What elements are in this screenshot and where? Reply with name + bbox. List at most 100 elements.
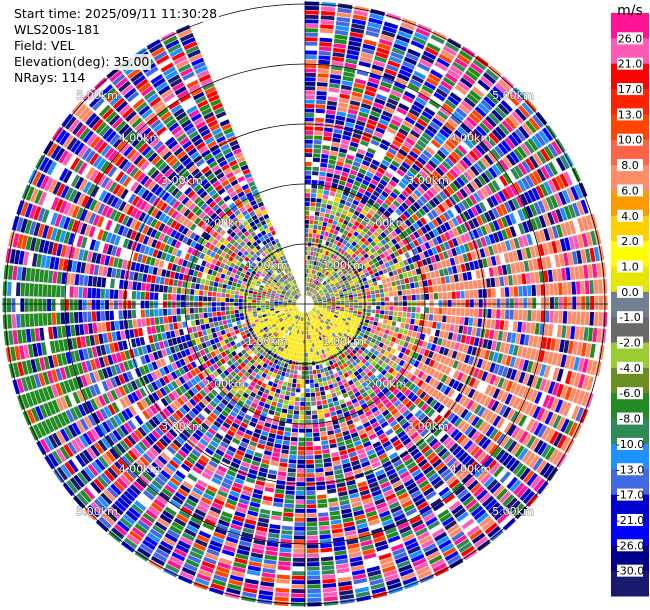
gate-cell-2791 <box>370 367 377 374</box>
gate-cell-3972 <box>291 365 295 370</box>
gate-cell-1949 <box>469 308 474 317</box>
gate-cell-2661 <box>384 364 391 371</box>
gate-cell-672 <box>337 247 343 253</box>
gate-cell-1583 <box>589 213 598 229</box>
gate-cell-144 <box>311 238 316 243</box>
gate-cell-1193 <box>331 284 336 289</box>
gate-cell-156 <box>317 185 324 190</box>
gate-cell-2229 <box>530 362 538 374</box>
gate-cell-2941 <box>412 435 422 444</box>
gate-cell-1488 <box>463 243 470 253</box>
gate-cell-2835 <box>508 500 521 513</box>
gate-cell-1347 <box>420 243 427 252</box>
gate-cell-878 <box>369 227 376 234</box>
gate-cell-2517 <box>346 328 351 333</box>
gate-cell-1174 <box>498 159 509 171</box>
gate-cell-813 <box>367 220 375 227</box>
gate-cell-2062 <box>383 315 389 320</box>
gate-cell-3997 <box>267 473 277 480</box>
gate-cell-3728 <box>306 455 314 460</box>
gate-cell-2182 <box>330 310 335 313</box>
gate-cell-477 <box>333 230 339 236</box>
gate-cell-3603 <box>326 484 336 490</box>
gate-cell-3450 <box>325 389 331 395</box>
gate-cell-1545 <box>428 264 434 272</box>
gate-cell-876 <box>363 233 370 240</box>
gate-cell-1395 <box>349 282 355 287</box>
gate-cell-3607 <box>328 501 339 507</box>
gate-cell-3772 <box>302 357 305 362</box>
gate-cell-1318 <box>559 155 570 170</box>
gate-cell-2508 <box>312 308 317 311</box>
gate-cell-1272 <box>382 257 388 264</box>
gate-cell-2538 <box>425 375 432 384</box>
gate-cell-1186 <box>542 127 554 142</box>
gate-cell-2821 <box>464 457 476 469</box>
gate-cell-637 <box>400 124 411 133</box>
gate-cell-133 <box>306 286 308 291</box>
gate-cell-1734 <box>393 291 398 296</box>
gate-cell-1874 <box>429 300 434 307</box>
gate-cell-922 <box>498 79 512 92</box>
gate-cell-649 <box>425 77 439 87</box>
gate-cell-162 <box>320 158 328 164</box>
gate-cell-2544 <box>447 388 455 398</box>
gate-cell-1259 <box>332 286 337 290</box>
gate-cell-1492 <box>480 237 487 247</box>
gate-cell-600 <box>322 269 326 274</box>
gate-cell-313 <box>354 78 367 85</box>
gate-cell-1396 <box>354 280 359 285</box>
gate-cell-1495 <box>492 232 500 243</box>
gate-cell-1587 <box>326 297 331 300</box>
gate-cell-2224 <box>509 356 517 368</box>
gate-cell-2161 <box>525 347 532 359</box>
gate-cell-820 <box>387 195 395 203</box>
gate-cell-3510 <box>315 364 320 370</box>
gate-cell-2781 <box>339 337 344 342</box>
gate-cell-3639 <box>308 352 311 357</box>
gate-cell-919 <box>489 89 502 102</box>
gate-cell-3682 <box>320 543 332 549</box>
gate-cell-2602 <box>413 377 421 385</box>
gate-cell-355 <box>337 184 345 190</box>
gate-cell-1307 <box>517 179 527 192</box>
gate-cell-1228 <box>461 199 470 210</box>
gate-cell-2380 <box>328 314 334 318</box>
gate-cell-106 <box>315 113 325 118</box>
gate-cell-2250 <box>338 314 343 318</box>
gate-cell-1345 <box>412 247 419 255</box>
gate-cell-2675 <box>433 401 441 411</box>
gate-cell-3737 <box>306 495 316 500</box>
gate-cell-2417 <box>476 381 485 391</box>
gate-cell-1107 <box>487 151 498 163</box>
gate-cell-2652 <box>353 340 359 346</box>
gate-cell-2420 <box>488 386 497 397</box>
gate-cell-3745 <box>306 530 318 536</box>
gate-cell-3702 <box>305 339 308 344</box>
gate-cell-990 <box>311 295 315 299</box>
gate-cell-154 <box>316 193 323 199</box>
gate-cell-278 <box>320 230 325 236</box>
gate-cell-1464 <box>363 280 369 285</box>
gate-cell-1997 <box>388 311 394 316</box>
gate-cell-2529 <box>391 355 398 362</box>
gate-cell-208 <box>313 247 318 252</box>
gate-cell-214 <box>318 221 323 226</box>
gate-cell-1708 <box>567 252 574 266</box>
gate-cell-3515 <box>319 386 325 392</box>
gate-cell-43 <box>305 99 315 104</box>
gate-cell-745 <box>358 223 365 230</box>
gate-cell-3821 <box>291 575 305 580</box>
gate-cell-2494 <box>514 412 524 425</box>
gate-cell-4176 <box>270 386 277 392</box>
gate-cell-2615 <box>460 408 469 419</box>
gate-cell-582 <box>411 74 424 84</box>
gate-cell-2790 <box>367 364 374 371</box>
gate-cell-1802 <box>402 295 407 301</box>
gate-cell-4111 <box>274 392 280 398</box>
gate-cell-4172 <box>277 370 282 376</box>
gate-cell-514 <box>395 77 408 86</box>
gate-cell-2584 <box>348 333 353 338</box>
gate-cell-1791 <box>353 299 358 303</box>
gate-cell-3508 <box>314 356 318 361</box>
